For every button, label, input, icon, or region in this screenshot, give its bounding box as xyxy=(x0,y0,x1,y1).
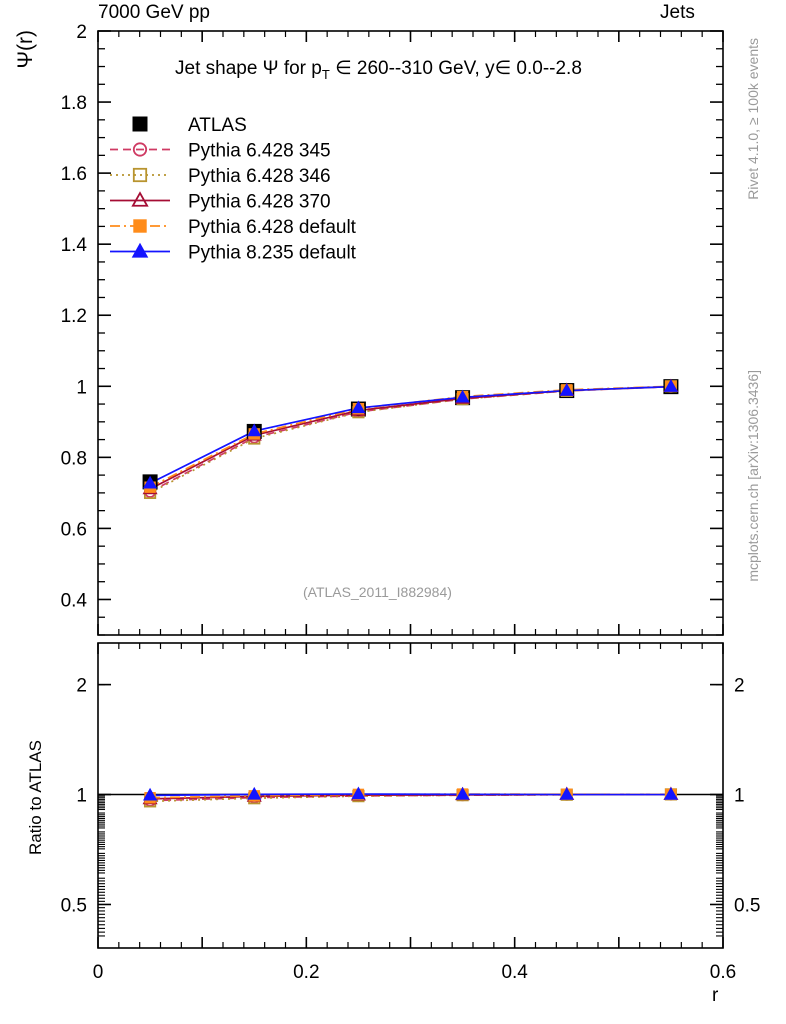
main-data-marker xyxy=(142,475,158,489)
main-data-marker xyxy=(559,383,574,396)
legend-label-5: Pythia 6.428 default xyxy=(188,217,357,238)
ratio-ytick-label: 1 xyxy=(76,786,87,807)
legend-marker-5 xyxy=(133,219,147,233)
legend-label-1: ATLAS xyxy=(188,115,247,136)
main-ytick-label: 0.8 xyxy=(61,448,87,469)
ratio-data-marker xyxy=(663,787,679,800)
ratio-data-marker xyxy=(351,786,366,800)
x-axis-label: r xyxy=(712,985,719,1006)
main-ytick-label: 1.6 xyxy=(61,164,87,185)
main-data-marker xyxy=(663,379,679,392)
x-axis-tick-label: 0 xyxy=(93,962,104,983)
main-ytick-label: 1.8 xyxy=(61,93,87,114)
analysis-id-watermark: (ATLAS_2011_I882984) xyxy=(303,584,452,600)
main-data-marker xyxy=(455,389,470,403)
main-ytick-label: 1 xyxy=(76,377,87,398)
main-series-line xyxy=(149,385,671,485)
ratio-ytick-label-right: 2 xyxy=(734,676,745,697)
ratio-data-marker xyxy=(142,787,158,801)
main-ytick-label: 0.6 xyxy=(61,519,87,540)
ratio-series-line xyxy=(150,793,671,797)
legend-label-2: Pythia 6.428 345 xyxy=(188,141,331,162)
legend-marker-1 xyxy=(132,116,148,132)
header-beam-label: 7000 GeV pp xyxy=(98,2,210,23)
legend-marker-2 xyxy=(132,142,148,157)
ratio-data-marker xyxy=(455,786,470,800)
title-subscript: T xyxy=(321,66,330,82)
legend-marker-6 xyxy=(131,242,149,258)
main-ytick-label: 2 xyxy=(76,22,87,43)
main-ytick-label: 0.4 xyxy=(61,590,88,611)
main-series-line xyxy=(149,385,671,488)
ratio-ytick-label-right: 1 xyxy=(734,786,745,807)
ratio-data-marker xyxy=(247,786,262,800)
legend-label-6: Pythia 8.235 default xyxy=(188,243,357,264)
x-axis-tick-label: 0.2 xyxy=(293,962,319,983)
header-analysis-label: Jets xyxy=(660,2,695,23)
legend-label-3: Pythia 6.428 346 xyxy=(188,166,331,187)
ratio-ytick-label: 2 xyxy=(76,676,87,697)
main-ytick-label: 1.4 xyxy=(61,235,88,256)
legend-marker-3 xyxy=(132,167,148,183)
ratio-data-marker xyxy=(559,787,574,800)
main-data-marker xyxy=(351,400,366,414)
main-data-marker xyxy=(247,423,262,437)
ratio-ytick-label-right: 0.5 xyxy=(734,895,760,916)
x-axis-tick-label: 0.4 xyxy=(501,962,528,983)
legend-label-4: Pythia 6.428 370 xyxy=(188,192,331,213)
ratio-ytick-label: 0.5 xyxy=(61,895,87,916)
x-axis-tick-label: 0.6 xyxy=(710,962,736,983)
main-ytick-label: 1.2 xyxy=(61,306,87,327)
main-plot-title: Jet shape Ψ for pT ∈ 260--310 GeV, y∈ 0.… xyxy=(175,58,582,82)
legend-marker-4 xyxy=(131,191,149,207)
